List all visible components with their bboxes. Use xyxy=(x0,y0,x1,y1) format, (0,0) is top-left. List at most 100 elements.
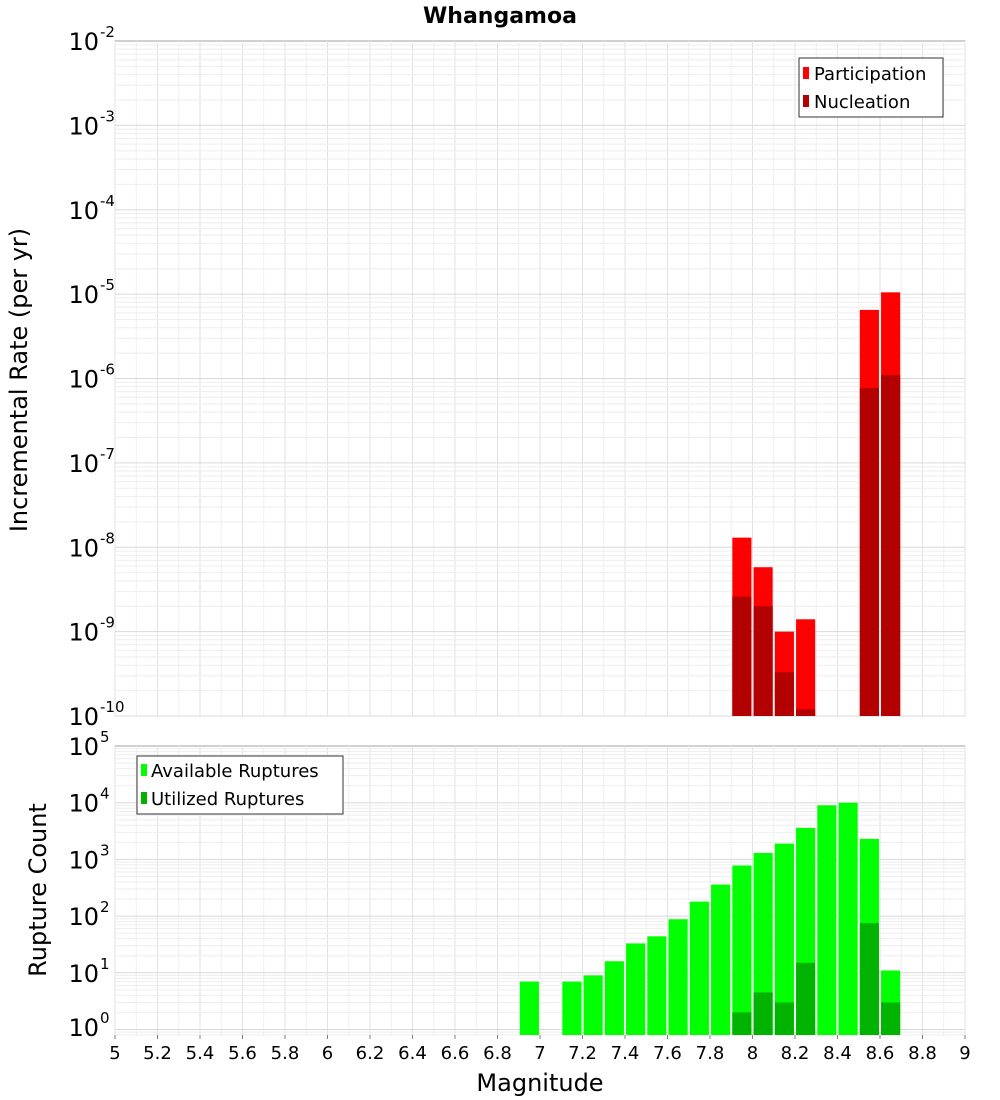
bottom-y-tick-base: 10 xyxy=(68,846,99,874)
available-ruptures-bar xyxy=(604,961,624,1035)
top-y-tick-base: 10 xyxy=(68,366,99,394)
available-ruptures-bar xyxy=(519,981,539,1035)
x-tick-label: 8.6 xyxy=(866,1043,895,1064)
bottom-y-tick-exponent: 2 xyxy=(100,898,110,916)
x-axis-label: Magnitude xyxy=(476,1069,603,1097)
bottom-bars xyxy=(519,802,901,1035)
top-y-axis-label: Incremental Rate (per yr) xyxy=(5,228,33,532)
x-tick-label: 6.2 xyxy=(356,1043,385,1064)
top-y-tick-exponent: -4 xyxy=(100,192,115,210)
top-y-tick-base: 10 xyxy=(68,197,99,225)
top-y-tick-exponent: -2 xyxy=(100,23,115,41)
bottom-y-tick-exponent: 0 xyxy=(100,1009,110,1027)
x-tick-label: 5.8 xyxy=(271,1043,300,1064)
participation-legend-label: Participation xyxy=(814,64,926,85)
x-tick-label: 5.2 xyxy=(143,1043,172,1064)
top-y-tick-exponent: -7 xyxy=(100,445,115,463)
nucleation-bar xyxy=(796,709,816,716)
top-y-tick-base: 10 xyxy=(68,534,99,562)
nucleation-bar xyxy=(732,596,752,716)
available-legend-swatch xyxy=(141,764,147,776)
utilized-ruptures-bar xyxy=(881,1002,901,1035)
x-tick-label: 8.8 xyxy=(908,1043,937,1064)
x-tick-label: 7.2 xyxy=(568,1043,597,1064)
available-legend-label: Available Ruptures xyxy=(151,761,319,782)
x-tick-label: 7.8 xyxy=(696,1043,725,1064)
available-ruptures-bar xyxy=(817,805,837,1035)
nucleation-legend-label: Nucleation xyxy=(814,92,910,113)
utilized-legend-swatch xyxy=(141,792,147,804)
top-y-tick-base: 10 xyxy=(68,112,99,140)
bottom-y-tick-exponent: 4 xyxy=(100,785,110,803)
x-tick-label: 6.8 xyxy=(483,1043,512,1064)
top-legend-box xyxy=(798,57,944,118)
top-y-tick-exponent: -9 xyxy=(100,614,115,632)
available-ruptures-bar xyxy=(753,852,773,1035)
available-ruptures-bar xyxy=(647,936,667,1035)
top-grid xyxy=(114,41,966,717)
available-ruptures-bar xyxy=(732,865,752,1035)
bottom-legend: Available Ruptures Utilized Ruptures xyxy=(136,755,344,815)
nucleation-bar xyxy=(859,388,879,716)
nucleation-bar xyxy=(774,672,794,716)
utilized-ruptures-bar xyxy=(732,1012,752,1035)
top-y-tick-base: 10 xyxy=(68,281,99,309)
bottom-y-tick-exponent: 1 xyxy=(100,955,110,973)
available-ruptures-bar xyxy=(774,843,794,1035)
bottom-legend-box xyxy=(136,755,344,815)
utilized-ruptures-bar xyxy=(796,962,816,1035)
x-tick-label: 8 xyxy=(747,1043,758,1064)
bottom-y-tick-base: 10 xyxy=(68,960,99,988)
nucleation-legend-swatch xyxy=(803,95,809,107)
x-tick-label: 7 xyxy=(534,1043,545,1064)
x-tick-label: 8.2 xyxy=(781,1043,810,1064)
bottom-y-tick-exponent: 5 xyxy=(100,728,110,746)
top-y-tick-exponent: -8 xyxy=(100,529,115,547)
top-y-tick-exponent: -6 xyxy=(100,361,115,379)
participation-bar xyxy=(796,619,816,716)
top-y-tick-exponent: -5 xyxy=(100,276,115,294)
top-y-tick-base: 10 xyxy=(68,619,99,647)
x-tick-label: 6.6 xyxy=(441,1043,470,1064)
available-ruptures-bar xyxy=(626,943,646,1035)
x-tick-label: 6 xyxy=(322,1043,333,1064)
bottom-grid xyxy=(114,746,966,1036)
top-y-tick-base: 10 xyxy=(68,703,99,731)
utilized-ruptures-bar xyxy=(753,992,773,1035)
top-bars xyxy=(732,292,901,716)
available-ruptures-bar xyxy=(711,884,731,1035)
bottom-y-tick-base: 10 xyxy=(68,1014,99,1042)
bottom-y-tick-exponent: 3 xyxy=(100,841,110,859)
top-y-tick-exponent: -3 xyxy=(100,107,115,125)
x-tick-label: 5.4 xyxy=(186,1043,215,1064)
top-y-tick-base: 10 xyxy=(68,28,99,56)
available-ruptures-bar xyxy=(668,919,688,1035)
bottom-y-axis-label: Rupture Count xyxy=(24,803,52,977)
available-ruptures-bar xyxy=(838,802,858,1035)
bottom-y-tick-base: 10 xyxy=(68,790,99,818)
bottom-y-tick-base: 10 xyxy=(68,903,99,931)
top-legend: Participation Nucleation xyxy=(798,57,944,118)
nucleation-bar xyxy=(753,606,773,716)
nucleation-bar xyxy=(881,375,901,716)
available-ruptures-bar xyxy=(689,901,709,1035)
x-tick-label: 8.4 xyxy=(823,1043,852,1064)
top-y-tick-labels: 10-210-310-410-510-610-710-810-910-10 xyxy=(68,23,124,731)
utilized-ruptures-bar xyxy=(774,1002,794,1035)
top-y-tick-exponent: -10 xyxy=(100,698,125,716)
available-ruptures-bar xyxy=(562,981,582,1035)
x-tick-label: 6.4 xyxy=(398,1043,427,1064)
x-tick-label: 7.4 xyxy=(611,1043,640,1064)
x-tick-label: 5.6 xyxy=(228,1043,257,1064)
x-tick-labels: 5 5.2 5.4 5.6 5.8 6 6.2 6.4 6.6 6.8 7 7.2 7.4 7.6 7.8 8… xyxy=(109,1035,971,1064)
available-ruptures-bar xyxy=(583,975,603,1035)
x-tick-label: 5 xyxy=(109,1043,120,1064)
top-y-tick-base: 10 xyxy=(68,450,99,478)
x-tick-label: 9 xyxy=(959,1043,970,1064)
bottom-y-tick-base: 10 xyxy=(68,733,99,761)
participation-legend-swatch xyxy=(803,67,809,79)
chart-title: Whangamoa xyxy=(423,4,577,29)
utilized-ruptures-bar xyxy=(859,923,879,1035)
x-tick-label: 7.6 xyxy=(653,1043,682,1064)
